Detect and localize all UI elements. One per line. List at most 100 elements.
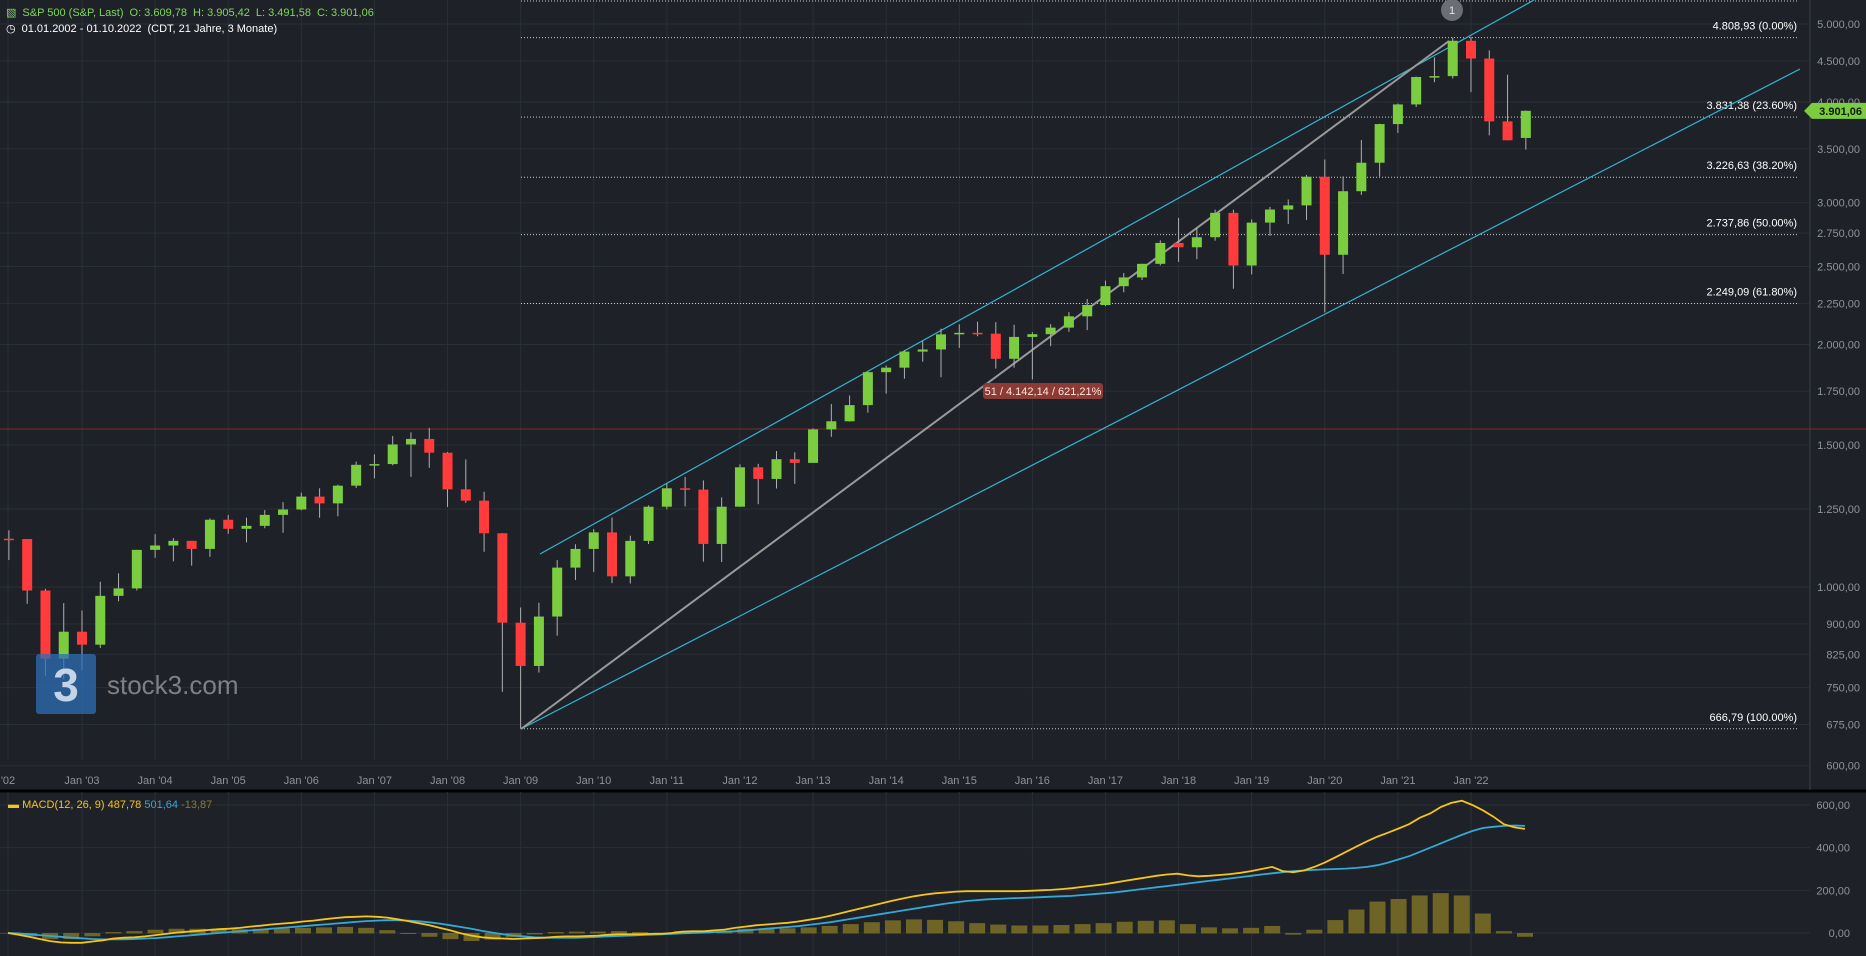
candle-body xyxy=(424,438,435,453)
candle-body xyxy=(1319,176,1330,255)
x-tick-label: Jan '15 xyxy=(942,775,977,787)
watermark-badge-icon xyxy=(36,654,96,714)
macd-hist-bar xyxy=(547,932,564,934)
macd-hist-bar xyxy=(863,922,880,934)
candle-body xyxy=(1264,209,1275,223)
macd-hist-bar xyxy=(421,933,438,937)
macd-hist-bar xyxy=(1306,929,1323,934)
fib-level-label: 666,79 (100.00%) xyxy=(1710,712,1797,724)
candle-body xyxy=(1155,242,1166,264)
macd-hist-bar xyxy=(210,928,227,934)
macd-hist-bar xyxy=(294,927,311,934)
y-tick-label: 1.500,00 xyxy=(1817,440,1860,452)
macd-hist-bar xyxy=(484,933,501,940)
candle-body xyxy=(862,372,873,406)
candle-body xyxy=(387,444,398,465)
y-tick-label: 5.000,00 xyxy=(1817,19,1860,31)
fib-level-label: 2.737,86 (50.00%) xyxy=(1706,218,1797,230)
x-tick-label: Jan '07 xyxy=(357,775,392,787)
x-tick-label: Jan '21 xyxy=(1380,775,1415,787)
candle-body xyxy=(698,489,709,544)
macd-hist-bar xyxy=(442,933,459,940)
y-tick-label: 2.750,00 xyxy=(1817,228,1860,240)
macd-hist-bar xyxy=(1116,921,1133,934)
candle-body xyxy=(168,540,179,546)
price-tag-box xyxy=(1804,102,1866,119)
x-tick-label: Jan '16 xyxy=(1015,775,1050,787)
candle-body xyxy=(625,540,636,577)
macd-hist-bar xyxy=(273,928,290,934)
macd-hist-bar xyxy=(779,928,796,934)
macd-hist-bar xyxy=(1074,924,1091,934)
candle-body xyxy=(844,405,855,422)
x-tick-label: Jan '18 xyxy=(1161,775,1196,787)
date-range[interactable]: 01.01.2002 - 01.10.2022 xyxy=(21,23,142,35)
macd-legend-marker: ▬ xyxy=(8,799,19,811)
fib-level-label: 4.808,93 (0.00%) xyxy=(1713,21,1797,33)
macd-hist-bar xyxy=(1495,931,1512,934)
macd-hist-bar xyxy=(463,933,480,942)
candle-body xyxy=(1137,263,1148,278)
macd-hist-bar xyxy=(105,932,122,934)
macd-hist-bar xyxy=(1200,927,1217,934)
macd-hist-bar xyxy=(147,929,164,934)
x-tick-label: Jan '20 xyxy=(1307,775,1342,787)
candle-body xyxy=(1027,334,1038,337)
macd-hist-bar xyxy=(927,919,944,934)
candle-body xyxy=(1045,327,1056,335)
candle-icon: ▧ xyxy=(6,7,17,19)
header-ohlc: ▧ S&P 500 (S&P, Last) O: 3.609,78 H: 3.905,… xyxy=(6,6,380,19)
candle-body xyxy=(588,532,599,549)
open-value: O: 3.609,78 xyxy=(129,7,188,19)
candle-body xyxy=(1466,40,1476,59)
candle-body xyxy=(661,488,672,507)
macd-hist-bar xyxy=(1285,933,1302,935)
y-tick-label: 2.000,00 xyxy=(1817,340,1860,352)
fib-level-label: 3.831,38 (23.60%) xyxy=(1706,100,1797,112)
x-tick-label: Jan '03 xyxy=(64,775,99,787)
candle-body xyxy=(607,532,618,577)
macd-hist-bar xyxy=(316,927,333,934)
macd-hist-bar xyxy=(1390,898,1407,934)
macd-hist-bar xyxy=(1474,913,1491,934)
price-tag-label: 3.901,06 xyxy=(1819,106,1862,118)
macd-hist-bar xyxy=(1137,920,1154,934)
event-marker-label: 1 xyxy=(1449,5,1455,17)
candle-body xyxy=(296,496,307,510)
macd-hist-bar xyxy=(842,924,859,934)
candle-body xyxy=(552,567,563,617)
x-tick-label: Jan '17 xyxy=(1088,775,1123,787)
macd-hist-bar xyxy=(884,920,901,934)
y-tick-label: 2.250,00 xyxy=(1817,298,1860,310)
candle-body xyxy=(1447,40,1458,77)
candle-body xyxy=(1502,121,1513,141)
candle-body xyxy=(1082,305,1093,317)
macd-hist-bar xyxy=(568,931,585,934)
candle-body xyxy=(1484,58,1495,122)
y-tick-label: 750,00 xyxy=(1826,683,1860,695)
candle-body xyxy=(497,533,508,623)
candle-body xyxy=(1429,76,1440,78)
macd-label[interactable]: MACD(12, 26, 9) xyxy=(22,799,105,811)
candle-body xyxy=(1063,316,1074,328)
y-tick-label: 2.500,00 xyxy=(1817,261,1860,273)
hist-value: -13,87 xyxy=(181,799,213,811)
macd-hist-bar xyxy=(1158,920,1175,934)
candle-body xyxy=(680,488,691,490)
symbol-name[interactable]: S&P 500 (S&P, Last) xyxy=(22,7,124,19)
macd-hist-bar xyxy=(84,933,101,937)
macd-hist-bar xyxy=(821,925,838,934)
x-tick-label: Jan '09 xyxy=(503,775,538,787)
macd-hist-bar xyxy=(632,932,649,934)
macd-hist-bar xyxy=(358,927,375,934)
y-tick-label: 1.750,00 xyxy=(1817,386,1860,398)
candle-body xyxy=(369,464,380,466)
price-panel-bg xyxy=(0,0,1866,792)
x-tick-label: Jan '14 xyxy=(869,775,904,787)
candle-body xyxy=(899,351,910,368)
macd-hist-bar xyxy=(1517,933,1533,937)
macd-hist-bar xyxy=(1095,923,1112,934)
candle-body xyxy=(186,540,197,549)
